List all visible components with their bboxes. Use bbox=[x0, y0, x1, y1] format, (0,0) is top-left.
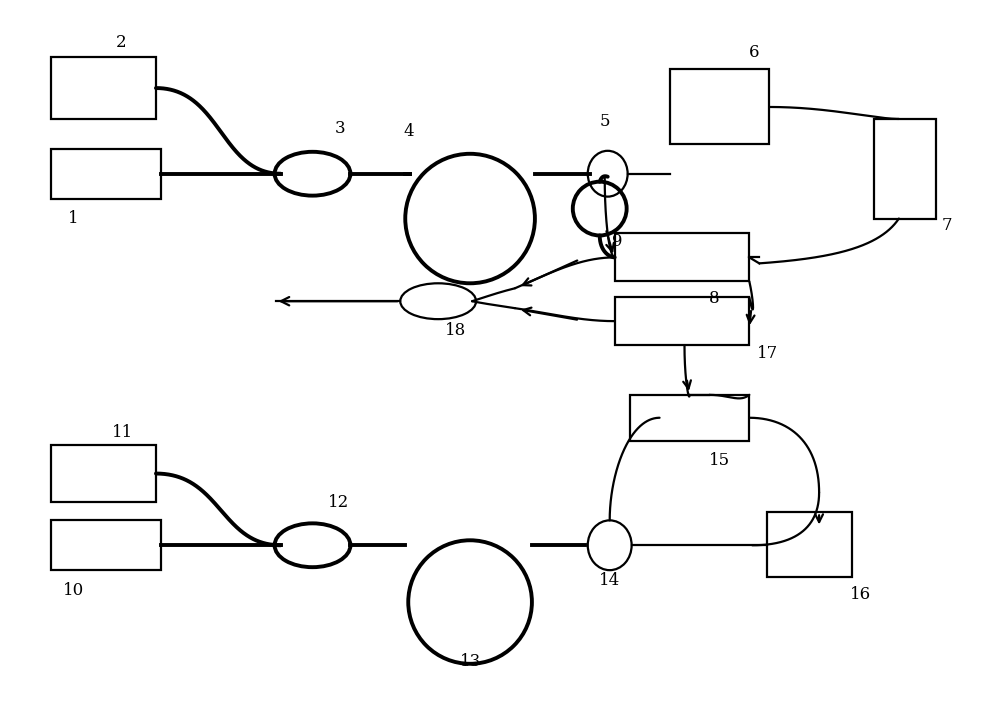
Text: 17: 17 bbox=[757, 344, 778, 361]
Text: 3: 3 bbox=[335, 120, 346, 138]
Text: 5: 5 bbox=[599, 113, 610, 130]
Text: 6: 6 bbox=[749, 43, 760, 61]
Text: 13: 13 bbox=[459, 653, 481, 670]
Text: 1: 1 bbox=[68, 210, 79, 227]
Text: 9: 9 bbox=[612, 233, 623, 250]
Text: 2: 2 bbox=[116, 34, 126, 51]
Text: 15: 15 bbox=[709, 452, 730, 469]
Bar bbox=[615, 297, 749, 345]
Bar bbox=[630, 395, 749, 441]
Bar bbox=[51, 57, 156, 119]
Bar bbox=[51, 520, 161, 570]
Text: 11: 11 bbox=[112, 424, 134, 441]
Text: 16: 16 bbox=[850, 585, 872, 602]
Text: 18: 18 bbox=[445, 322, 466, 339]
Bar bbox=[51, 445, 156, 503]
Text: 8: 8 bbox=[709, 289, 720, 307]
Text: 12: 12 bbox=[328, 494, 349, 511]
Text: 7: 7 bbox=[941, 217, 952, 234]
Bar bbox=[670, 69, 769, 144]
Bar bbox=[767, 513, 852, 577]
Bar bbox=[874, 119, 936, 219]
Text: 4: 4 bbox=[403, 123, 414, 140]
Bar bbox=[51, 149, 161, 199]
Text: 10: 10 bbox=[63, 582, 84, 599]
Text: 14: 14 bbox=[599, 572, 620, 589]
Bar bbox=[615, 233, 749, 282]
